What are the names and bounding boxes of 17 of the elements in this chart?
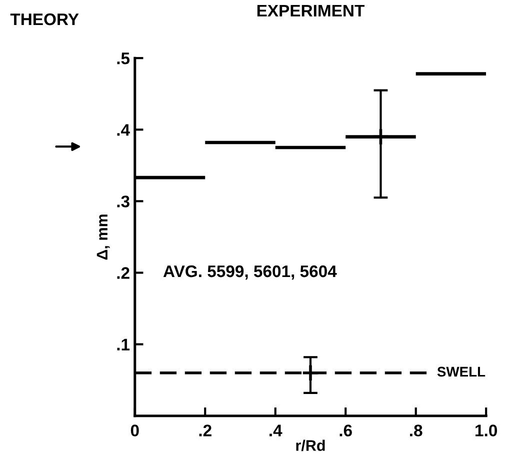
- annotation: AVG. 5599, 5601, 5604: [163, 265, 337, 280]
- chart-title: EXPERIMENT: [257, 4, 364, 16]
- x-tick-label: .4: [270, 424, 282, 436]
- y-tick-label: .4: [117, 124, 130, 136]
- text: THEORY: [10, 13, 79, 26]
- x-axis-title: r/Rd: [296, 440, 325, 452]
- x-tick-label: 0: [130, 424, 139, 436]
- y-tick-label: .5: [117, 52, 130, 64]
- x-tick-label: .6: [340, 424, 352, 436]
- x-tick-label: 1.0: [476, 424, 497, 436]
- y-tick-label: .1: [117, 338, 130, 350]
- x-tick-label: .8: [410, 424, 422, 436]
- y-tick-label: .2: [117, 267, 130, 279]
- y-tick-label: .3: [117, 196, 130, 208]
- ref-line-label: SWELL: [437, 366, 486, 377]
- y-axis-title: Δ, mm: [96, 214, 110, 260]
- x-tick-label: .2: [199, 424, 212, 436]
